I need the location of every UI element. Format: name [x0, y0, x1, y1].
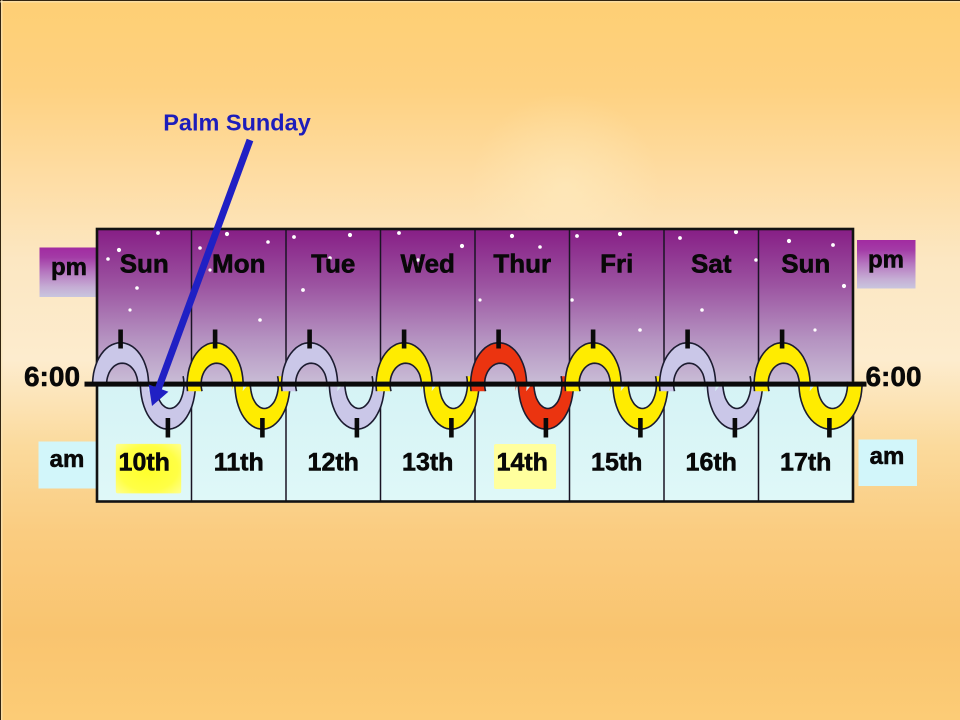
svg-text:13th: 13th — [402, 449, 453, 477]
svg-text:am: am — [50, 446, 85, 473]
svg-text:11th: 11th — [214, 449, 264, 477]
svg-text:Palm Sunday: Palm Sunday — [163, 110, 311, 136]
svg-text:17th: 17th — [780, 449, 831, 477]
svg-text:6:00: 6:00 — [24, 361, 80, 392]
svg-text:Thur: Thur — [493, 249, 551, 279]
svg-text:16th: 16th — [686, 449, 737, 477]
svg-text:12th: 12th — [308, 449, 359, 477]
svg-text:Sun: Sun — [120, 249, 169, 279]
svg-text:14th: 14th — [497, 449, 548, 477]
svg-text:am: am — [870, 443, 905, 470]
svg-text:10th: 10th — [119, 449, 170, 477]
svg-text:6:00: 6:00 — [865, 361, 921, 392]
svg-text:Sat: Sat — [691, 249, 732, 279]
svg-text:Wed: Wed — [401, 249, 455, 279]
svg-text:Tue: Tue — [311, 249, 355, 279]
svg-text:pm: pm — [868, 247, 904, 274]
svg-text:Fri: Fri — [600, 249, 633, 279]
svg-text:pm: pm — [51, 254, 87, 281]
svg-text:Mon: Mon — [212, 249, 265, 279]
svg-text:15th: 15th — [591, 449, 642, 477]
svg-text:Sun: Sun — [781, 249, 830, 279]
